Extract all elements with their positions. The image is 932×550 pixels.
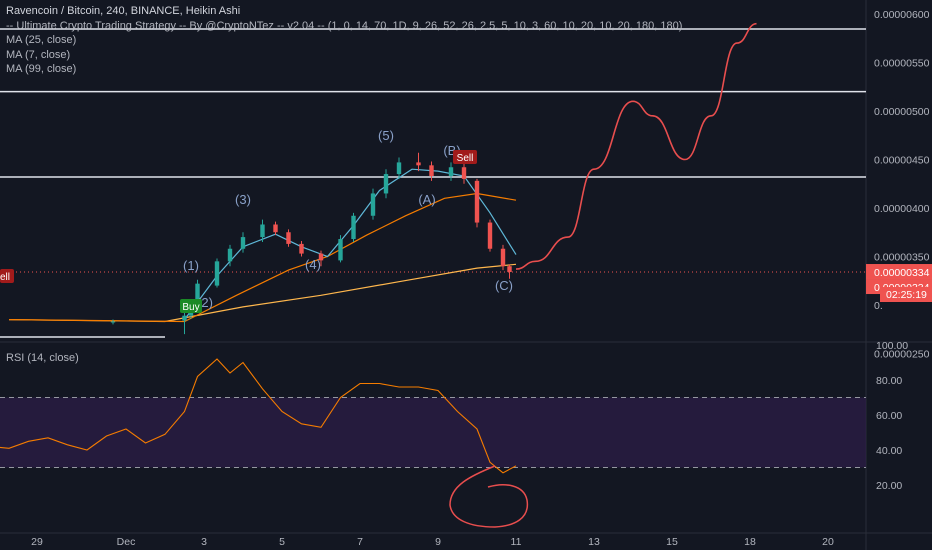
candle	[110, 321, 116, 323]
candle	[500, 248, 506, 267]
time-tick-label: 5	[279, 536, 285, 548]
ma-99-label[interactable]: MA (99, close)	[6, 63, 77, 75]
candle	[195, 283, 200, 303]
price-tick-label: 0.00000400	[874, 203, 930, 215]
candle	[351, 215, 356, 240]
rsi-circle-annotation	[449, 465, 529, 528]
wave-label-a: (A)	[418, 192, 435, 207]
candle	[260, 224, 265, 238]
candle	[416, 162, 421, 166]
ma-7-label[interactable]: MA (7, close)	[6, 48, 71, 61]
sell-signal-badge	[453, 150, 477, 164]
price-tick-label: 0.00000550	[874, 58, 930, 70]
wave-label-1: (1)	[183, 258, 199, 273]
candle	[429, 165, 434, 176]
time-tick-label: 9	[435, 536, 441, 548]
time-tick-label: 18	[744, 536, 756, 548]
rsi-tick-label: 80.00	[876, 375, 902, 387]
rsi-tick-label: 20.00	[876, 480, 902, 492]
price-tick-label: 0.00000500	[874, 106, 930, 118]
candle	[240, 237, 246, 249]
candle	[338, 239, 343, 261]
time-tick-label: 7	[357, 536, 363, 548]
price-tick-label: 0.00000250	[874, 349, 930, 361]
wave-label-5: (5)	[378, 128, 394, 143]
last-price-label: 0.00000334	[874, 267, 930, 279]
rsi-band	[0, 397, 866, 468]
candle	[370, 193, 376, 216]
candle	[299, 243, 304, 254]
ma-99-line	[8, 263, 517, 323]
time-tick-label: 13	[588, 536, 600, 548]
candle	[214, 261, 220, 286]
buy-signal-label: Buy	[182, 302, 199, 313]
candle	[487, 222, 493, 249]
time-tick-label: 11	[511, 536, 522, 548]
candle	[383, 174, 389, 194]
projection-curve	[515, 22, 757, 270]
candle	[182, 315, 187, 321]
time-tick-label: 15	[666, 536, 678, 548]
wave-label-c: (C)	[495, 278, 513, 293]
price-tick-label: 0.00000450	[874, 155, 930, 167]
price-tick-label: 0.00000350	[874, 252, 930, 264]
time-tick-label: 3	[201, 536, 207, 548]
countdown-label: 02:25:19	[886, 289, 927, 301]
time-tick-label: Dec	[117, 536, 136, 548]
countdown-badge	[880, 287, 932, 302]
time-tick-label: 20	[822, 536, 834, 548]
sell-signal-label: Sell	[457, 153, 474, 164]
time-tick-label: 29	[31, 536, 43, 548]
rsi-label[interactable]: RSI (14, close)	[6, 352, 79, 364]
chart-legend: Ravencoin / Bitcoin, 240, BINANCE, Heiki…	[6, 4, 682, 77]
sell-signal-label-edge: ell	[0, 272, 10, 283]
candle	[273, 224, 278, 233]
wave-label-3: (3)	[235, 192, 251, 207]
wave-label-4: (4)	[305, 257, 321, 272]
candle	[318, 253, 324, 261]
rsi-tick-label: 100.00	[876, 340, 908, 352]
candle	[286, 232, 291, 244]
rsi-tick-label: 60.00	[876, 410, 902, 422]
symbol-title[interactable]: Ravencoin / Bitcoin, 240, BINANCE, Heiki…	[6, 5, 241, 17]
candle	[474, 180, 480, 223]
price-tick-label: 0.00000600	[874, 9, 930, 21]
rsi-line	[0, 358, 517, 474]
candle	[461, 167, 467, 179]
candle	[396, 162, 402, 175]
candle	[507, 266, 512, 273]
rsi-tick-label: 40.00	[876, 445, 902, 457]
candle	[448, 167, 454, 176]
ma-25-line	[8, 192, 517, 323]
candle	[227, 248, 233, 262]
last-price-badge	[866, 264, 932, 280]
sell-signal-badge-edge	[0, 269, 14, 283]
strategy-indicator-label[interactable]: -- Ultimate Crypto Trading Strategy -- B…	[6, 19, 683, 32]
buy-signal-badge	[180, 299, 202, 313]
ma-25-label[interactable]: MA (25, close)	[6, 34, 77, 46]
price-tick-label: 0.	[874, 300, 883, 312]
